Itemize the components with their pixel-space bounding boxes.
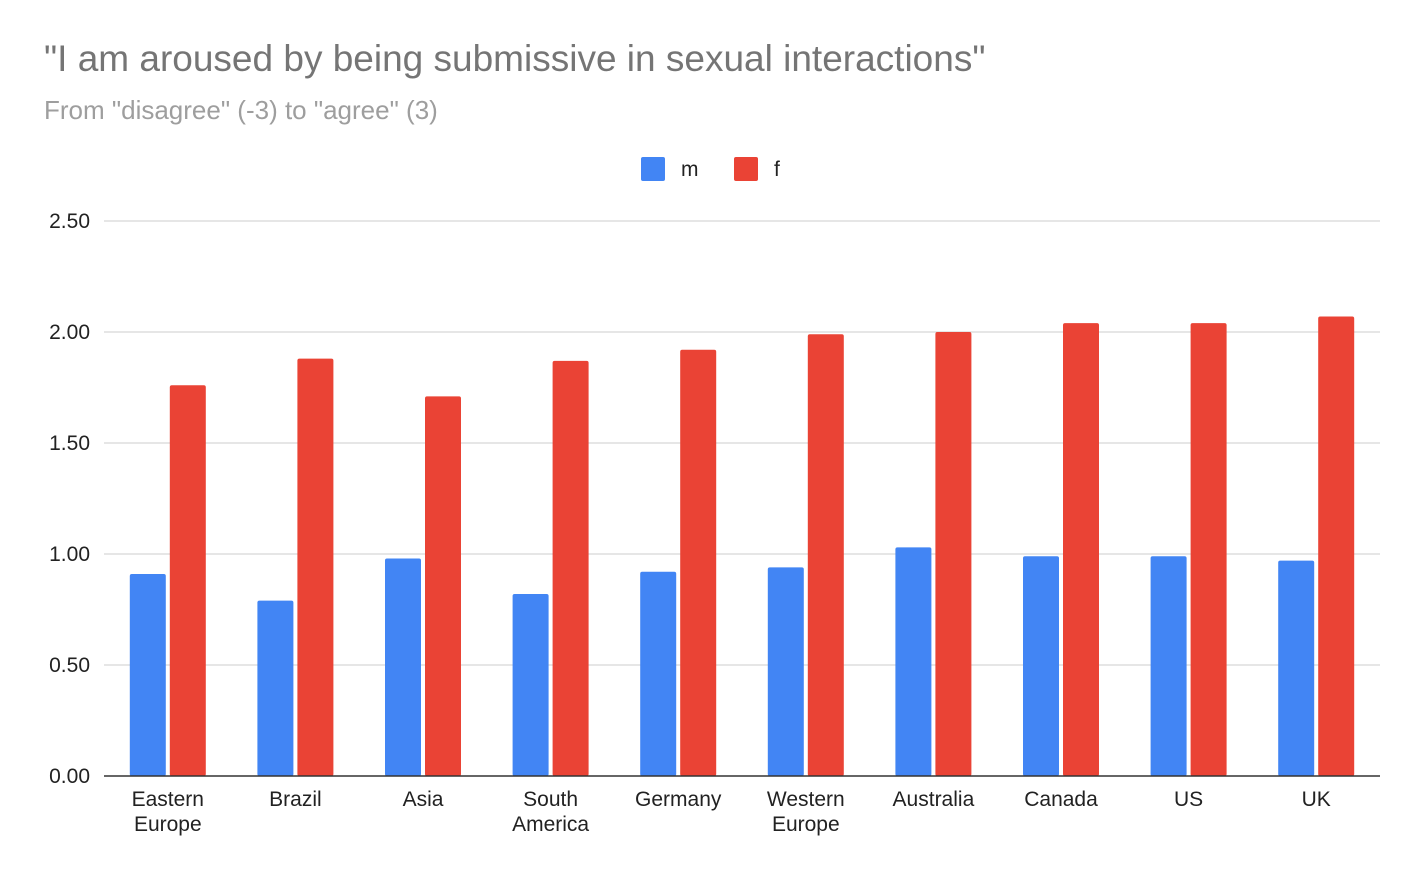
legend-label-m[interactable]: m — [681, 158, 699, 181]
bar-f[interactable] — [935, 332, 972, 776]
y-tick-label: 0.00 — [49, 765, 90, 788]
bar-f[interactable] — [169, 385, 206, 776]
chart-subtitle: From "disagree" (-3) to "agree" (3) — [44, 95, 438, 125]
bar-m[interactable] — [1278, 560, 1315, 776]
y-tick-label: 2.50 — [49, 210, 90, 233]
legend-swatch-f[interactable] — [734, 157, 758, 181]
x-tick-label: Europe — [134, 813, 202, 836]
x-tick-label: US — [1174, 788, 1203, 811]
x-tick-label: Western — [767, 788, 845, 811]
bar-f[interactable] — [807, 334, 844, 776]
legend-swatch-m[interactable] — [641, 157, 665, 181]
bars — [129, 316, 1355, 776]
y-tick-label: 2.00 — [49, 321, 90, 344]
bar-m[interactable] — [640, 571, 677, 776]
y-tick-label: 1.00 — [49, 543, 90, 566]
bar-m[interactable] — [129, 573, 166, 776]
x-tick-label: Asia — [403, 788, 444, 811]
x-tick-label: Australia — [893, 788, 975, 811]
chart-title: "I am aroused by being submissive in sex… — [44, 38, 986, 79]
bar-m[interactable] — [1150, 556, 1187, 776]
bar-f[interactable] — [425, 396, 461, 776]
bar-f[interactable] — [1190, 323, 1227, 776]
x-tick-label: South — [523, 788, 578, 811]
x-tick-label: Canada — [1024, 788, 1098, 811]
bar-f[interactable] — [297, 358, 334, 776]
x-tick-label: Brazil — [269, 788, 322, 811]
x-tick-label: Eastern — [132, 788, 204, 811]
legend-label-f[interactable]: f — [774, 158, 780, 181]
x-tick-label: America — [512, 813, 589, 836]
bar-f[interactable] — [680, 349, 717, 776]
bar-m[interactable] — [1023, 556, 1059, 776]
bar-f[interactable] — [1318, 316, 1355, 776]
y-axis-labels: 0.00 0.50 1.00 1.50 2.00 2.50 — [49, 210, 90, 788]
gridlines — [104, 220, 1380, 666]
bar-m[interactable] — [385, 558, 421, 776]
bar-f[interactable] — [552, 360, 589, 776]
bar-m[interactable] — [895, 547, 932, 776]
x-tick-label: Europe — [772, 813, 840, 836]
y-tick-label: 0.50 — [49, 654, 90, 677]
bar-f[interactable] — [1063, 323, 1099, 776]
bar-m[interactable] — [512, 593, 549, 776]
y-tick-label: 1.50 — [49, 432, 90, 455]
bar-m[interactable] — [767, 567, 804, 776]
x-tick-label: Germany — [635, 788, 722, 811]
x-tick-label: UK — [1302, 788, 1331, 811]
bar-m[interactable] — [257, 600, 294, 776]
